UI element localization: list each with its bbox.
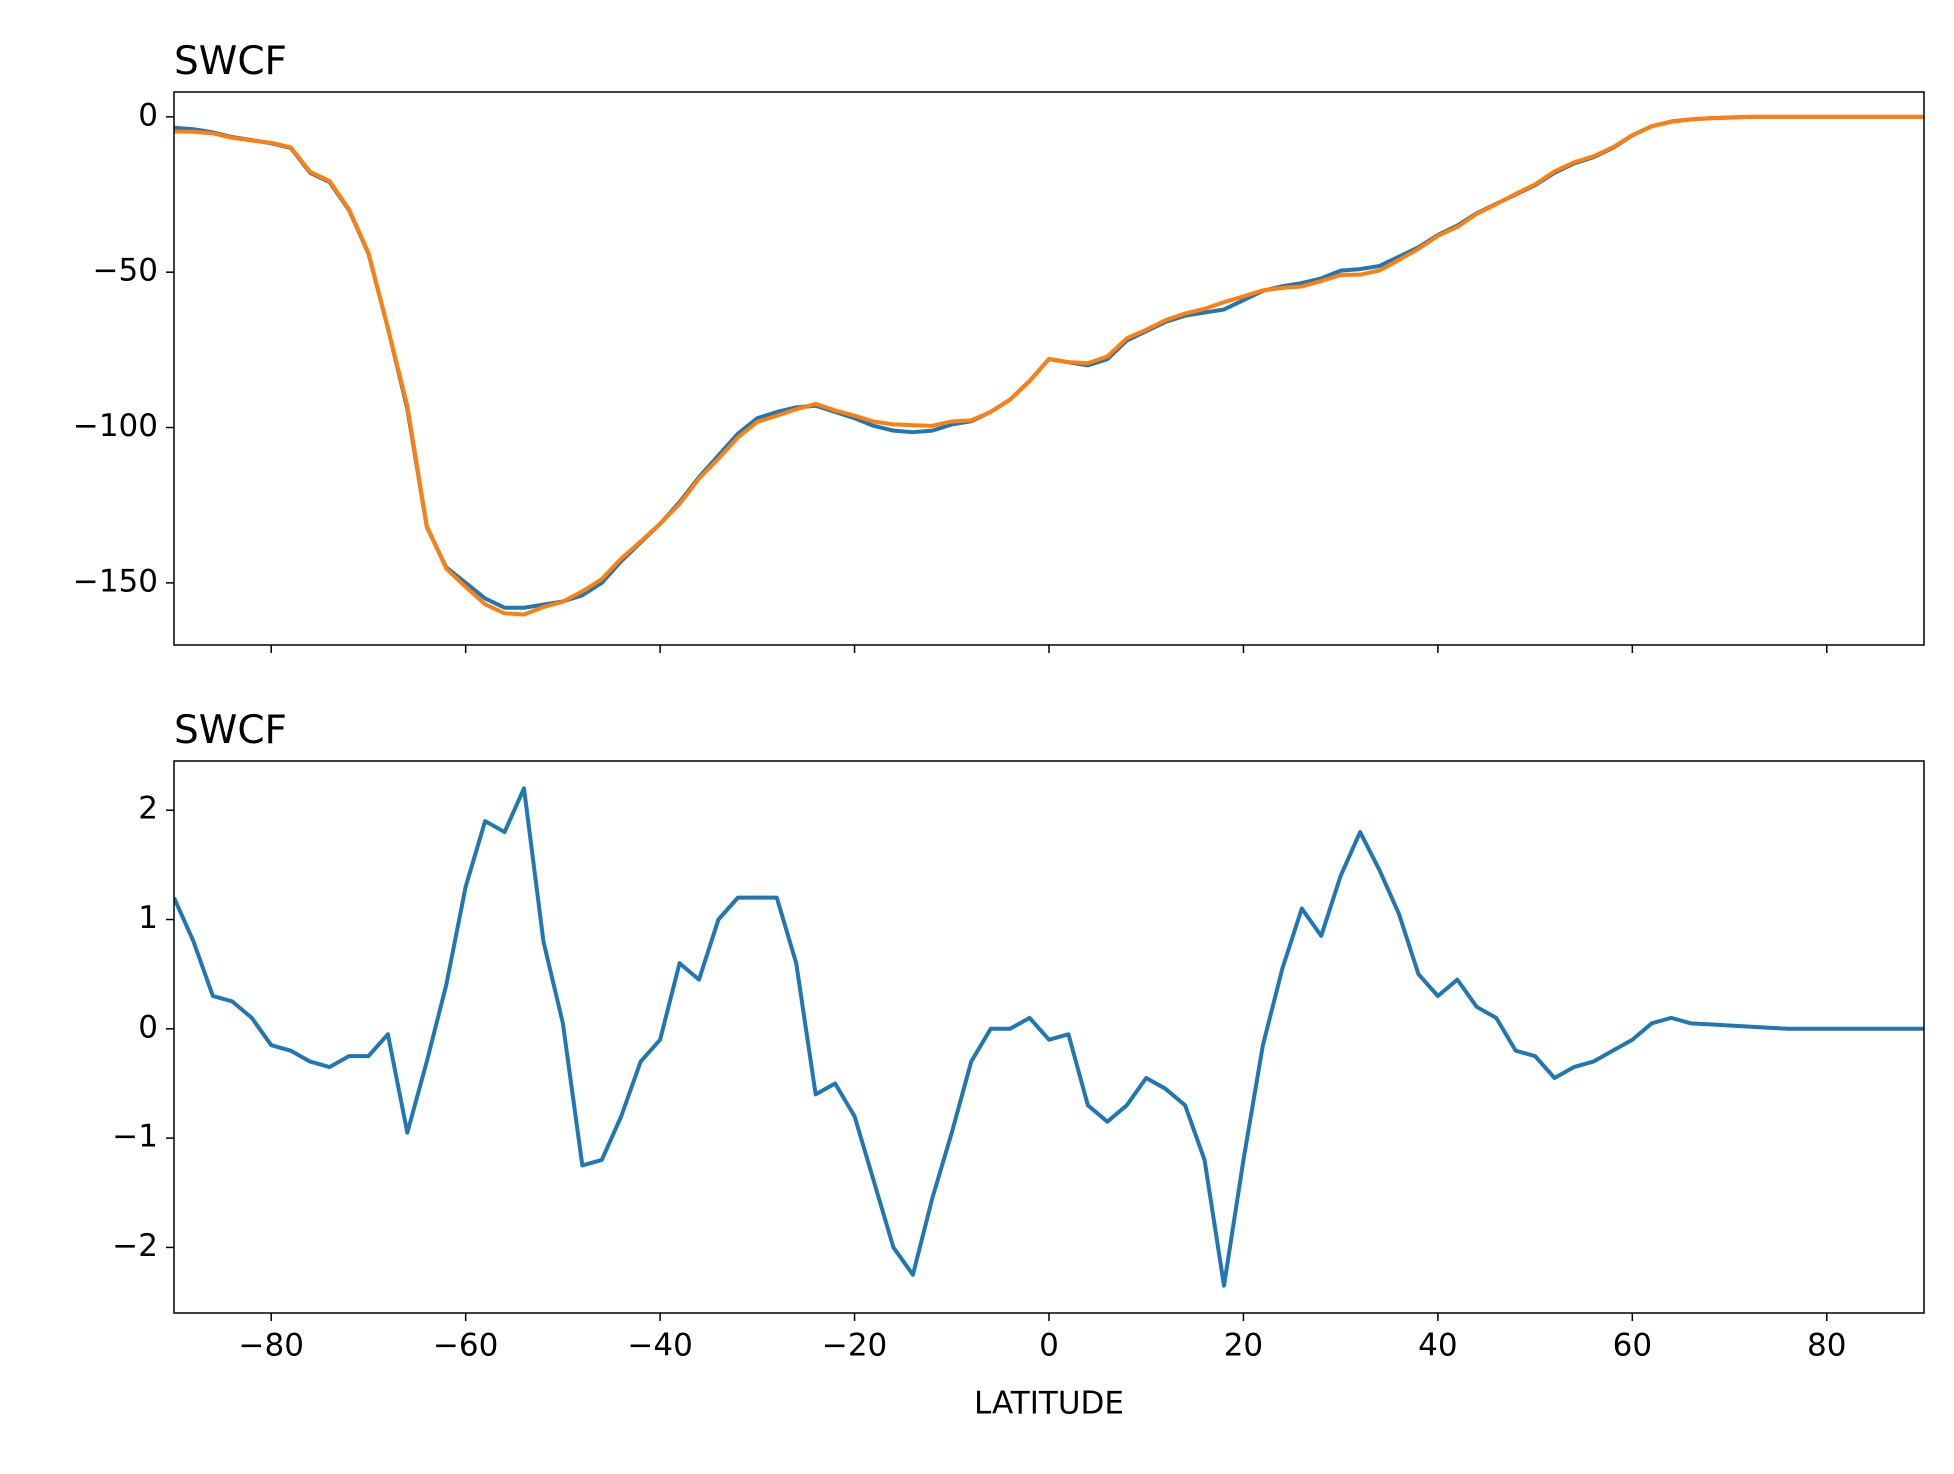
x-tick-label: −80 <box>239 1328 304 1364</box>
x-tick-label: −20 <box>822 1328 887 1364</box>
x-tick-label: 60 <box>1613 1328 1652 1364</box>
axes-frame <box>173 91 1925 646</box>
x-tick-label: −40 <box>627 1328 692 1364</box>
y-tick-label: −2 <box>112 1228 158 1264</box>
x-tick-label: 20 <box>1224 1328 1263 1364</box>
data-line <box>174 114 1924 610</box>
axes-frame <box>173 760 1925 1314</box>
chart-title: SWCF <box>174 39 287 84</box>
data-line <box>174 786 1924 1288</box>
y-tick-label: 0 <box>138 1009 158 1045</box>
x-tick-label: 0 <box>1039 1328 1059 1364</box>
x-tick-label: 80 <box>1807 1328 1846 1364</box>
x-axis-label: LATITUDE <box>974 1386 1124 1422</box>
y-tick-label: −100 <box>73 408 158 444</box>
y-tick-label: −150 <box>73 563 158 599</box>
x-tick-label: −60 <box>433 1328 498 1364</box>
chart-title: SWCF <box>174 708 287 753</box>
y-tick-label: −1 <box>112 1119 158 1155</box>
y-tick-label: 1 <box>138 900 158 936</box>
y-tick-label: 0 <box>138 97 158 133</box>
x-tick-label: 40 <box>1418 1328 1457 1364</box>
y-tick-label: −50 <box>93 253 158 289</box>
y-tick-label: 2 <box>138 791 158 827</box>
data-line <box>174 114 1924 617</box>
